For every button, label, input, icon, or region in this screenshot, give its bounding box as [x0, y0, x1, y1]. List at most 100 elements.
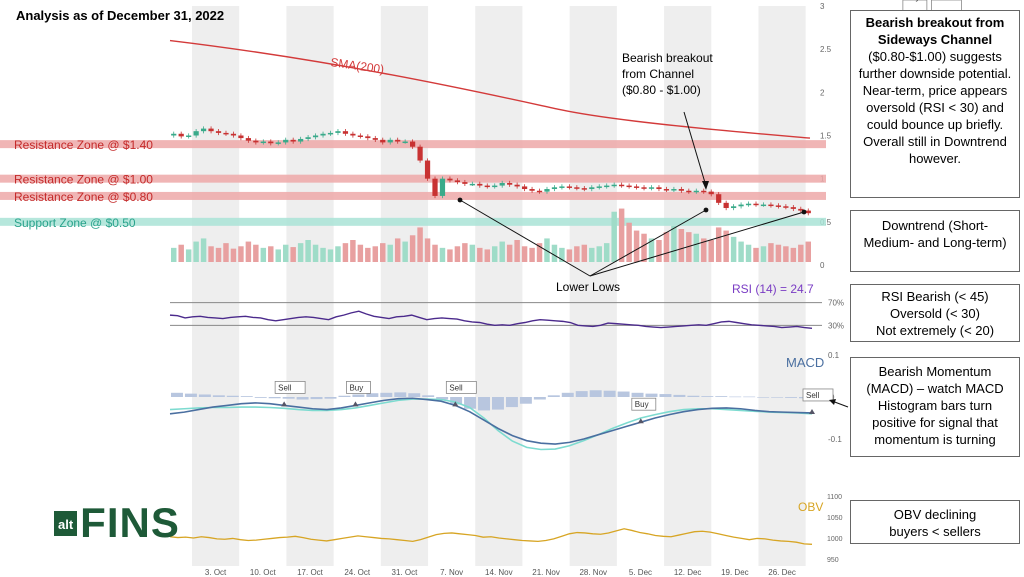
volume-bar — [409, 235, 416, 262]
candle-body — [469, 183, 475, 186]
macd-histogram-bar — [505, 397, 518, 408]
week-band — [569, 6, 617, 566]
candle-body — [507, 182, 513, 185]
volume-bar — [245, 241, 252, 262]
macd-histogram-bar — [631, 392, 644, 397]
zone-label: Resistance Zone @ $1.00 — [14, 173, 153, 187]
page-title: Analysis as of December 31, 2022 — [16, 8, 225, 23]
candle-body — [544, 189, 550, 192]
candle-body — [454, 180, 461, 183]
candle-body — [783, 206, 789, 208]
candle-body — [298, 138, 304, 142]
volume-bar — [290, 247, 296, 262]
candle-body — [492, 185, 498, 188]
volume-bar — [454, 246, 461, 262]
candle-body — [193, 131, 199, 136]
volume-bar — [312, 244, 319, 262]
sma-label: SMA(200) — [330, 55, 385, 76]
volume-bar — [715, 227, 722, 262]
volume-bar — [327, 249, 334, 262]
candle-body — [223, 132, 229, 135]
x-tick-label: 10. Oct — [250, 568, 277, 577]
volume-bar — [297, 243, 304, 262]
candle-body — [417, 146, 423, 161]
macd-histogram-bar — [436, 397, 449, 400]
note-macd-text: Bearish Momentum (MACD) – watch MACD His… — [866, 364, 1004, 447]
rsi-tick-label: 30% — [828, 321, 844, 330]
volume-bar — [544, 238, 550, 262]
candle-body — [402, 141, 408, 144]
candle-body — [178, 133, 184, 137]
macd-histogram-bar — [338, 395, 351, 397]
volume-bar — [574, 246, 580, 262]
x-tick-label: 17. Oct — [297, 568, 324, 577]
candle-body — [350, 133, 356, 136]
volume-bar — [282, 244, 289, 262]
candle-body — [380, 139, 386, 143]
lower-lows-arrowhead — [457, 197, 463, 203]
macd-signal-flag — [445, 380, 477, 394]
volume-bar — [596, 246, 602, 262]
altfins-logo: alt FINS — [54, 499, 180, 546]
candle-body — [671, 189, 677, 191]
obv-tick-label: 1100 — [827, 494, 842, 501]
candle-body — [641, 187, 647, 189]
candle-body — [335, 131, 341, 133]
volume-bar — [618, 208, 625, 262]
volume-bar — [432, 244, 438, 262]
macd-histogram-bar — [492, 397, 504, 410]
macd-signal-flag-label: Buy — [906, 0, 920, 2]
lower-lows-arrow — [589, 209, 707, 277]
candle-body — [290, 139, 296, 142]
macd-histogram-bar — [589, 390, 602, 397]
macd-signal-flag-label: Buy — [349, 383, 363, 392]
candle-body — [574, 187, 580, 189]
candle-body — [663, 189, 670, 191]
volume-bar — [275, 249, 281, 262]
volume-bar — [469, 244, 476, 262]
macd-histogram-bar — [743, 396, 756, 398]
rsi-line — [169, 310, 813, 330]
volume-bar — [335, 246, 341, 262]
macd-histogram-bar — [464, 397, 477, 409]
candle-body — [790, 207, 796, 209]
candle-body — [275, 142, 281, 144]
obv-line — [169, 528, 813, 545]
candle-body — [208, 128, 214, 132]
volume-bar — [790, 247, 797, 262]
candle-body — [604, 185, 610, 188]
macd-histogram-bar — [422, 395, 435, 397]
volume-bar — [380, 243, 386, 262]
candle-body — [619, 184, 625, 187]
volume-bar — [185, 249, 192, 262]
week-band — [475, 6, 523, 566]
x-tick-label: 26. Dec — [768, 568, 796, 577]
candle-body — [439, 178, 446, 196]
volume-bar — [200, 238, 207, 262]
candle-body — [731, 206, 737, 209]
volume-bar — [171, 247, 177, 262]
macd-signal-marker — [452, 401, 459, 407]
candle-body — [798, 208, 804, 211]
week-band — [380, 6, 429, 566]
x-tick-label: 12. Dec — [674, 568, 702, 577]
lower-lows-arrow — [459, 199, 591, 277]
macd-histogram-bar — [645, 393, 658, 397]
candle-body — [656, 187, 662, 190]
macd-signal-flag-label: Sell — [278, 383, 292, 392]
volume-bar — [603, 243, 610, 262]
note-breakout: Bearish breakout from Sideways Channel (… — [850, 10, 1020, 198]
macd-histogram-bar — [254, 397, 267, 398]
candle-body — [753, 203, 759, 206]
price-tick-label: 0 — [820, 261, 825, 270]
macd-note-arrowhead — [829, 399, 836, 405]
volume-bar — [581, 244, 588, 262]
macd-histogram-bar — [519, 397, 532, 404]
candle-body — [745, 203, 752, 206]
note-obv-text: OBV declining buyers < sellers — [889, 507, 981, 539]
candle-body — [268, 141, 274, 144]
macd-signal-flag-label: Sell — [449, 383, 463, 392]
macd-histogram-bar — [310, 397, 323, 400]
volume-bar — [559, 247, 565, 262]
logo-name: FINS — [80, 499, 180, 546]
